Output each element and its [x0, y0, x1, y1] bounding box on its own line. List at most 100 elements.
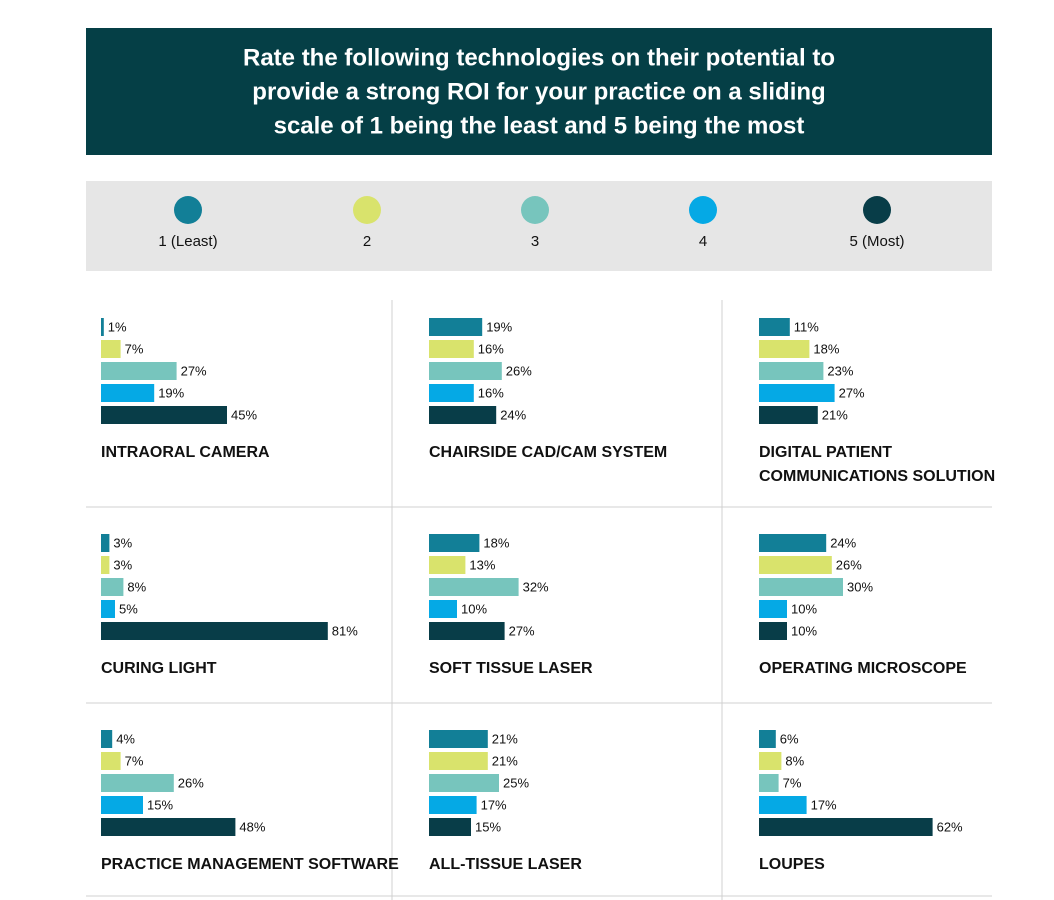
value-label: 3%	[113, 535, 132, 550]
value-label: 10%	[461, 601, 487, 616]
bar	[429, 406, 497, 424]
value-label: 26%	[178, 775, 204, 790]
value-label: 17%	[811, 797, 837, 812]
value-label: 18%	[483, 535, 509, 550]
bar	[759, 730, 776, 748]
bar	[759, 818, 933, 836]
value-label: 27%	[509, 623, 535, 638]
bar	[759, 578, 843, 596]
value-label: 21%	[492, 753, 518, 768]
bar	[429, 752, 488, 770]
header-title: Rate the following technologies on their…	[243, 44, 835, 71]
value-label: 6%	[780, 731, 799, 746]
legend-label: 5 (Most)	[849, 233, 904, 250]
value-label: 62%	[937, 819, 963, 834]
bar	[759, 556, 832, 574]
value-label: 26%	[836, 557, 862, 572]
bar	[759, 534, 827, 552]
legend-swatch	[353, 196, 381, 224]
value-label: 4%	[116, 731, 135, 746]
value-label: 27%	[181, 363, 207, 378]
value-label: 48%	[239, 819, 265, 834]
value-label: 30%	[847, 579, 873, 594]
panel-title: PRACTICE MANAGEMENT SOFTWARE	[101, 856, 399, 873]
bar	[101, 622, 328, 640]
value-label: 19%	[486, 319, 512, 334]
panel-title: ALL-TISSUE LASER	[429, 856, 582, 873]
value-label: 25%	[503, 775, 529, 790]
bar	[429, 818, 471, 836]
bar	[759, 622, 787, 640]
value-label: 13%	[469, 557, 495, 572]
bar	[429, 362, 502, 380]
value-label: 15%	[147, 797, 173, 812]
bar	[429, 578, 519, 596]
value-label: 18%	[813, 341, 839, 356]
bar	[101, 556, 110, 574]
bar	[759, 340, 810, 358]
bar	[759, 752, 782, 770]
legend-swatch	[174, 196, 202, 224]
value-label: 19%	[158, 385, 184, 400]
bar	[429, 774, 499, 792]
legend-band	[86, 181, 992, 271]
bar	[101, 578, 124, 596]
bar	[759, 384, 835, 402]
bar	[759, 600, 787, 618]
value-label: 32%	[523, 579, 549, 594]
legend-label: 4	[699, 233, 707, 250]
bar	[429, 384, 474, 402]
value-label: 81%	[332, 623, 358, 638]
bar	[429, 534, 480, 552]
panel-title: CURING LIGHT	[101, 660, 217, 677]
bar	[759, 796, 807, 814]
value-label: 11%	[794, 319, 819, 334]
bar	[429, 556, 466, 574]
header-title: scale of 1 being the least and 5 being t…	[274, 112, 805, 139]
bar	[101, 318, 104, 336]
bar	[101, 796, 143, 814]
bar	[101, 406, 227, 424]
legend-label: 2	[363, 233, 371, 250]
value-label: 10%	[791, 601, 817, 616]
legend-label: 3	[531, 233, 539, 250]
bar	[429, 622, 505, 640]
bar	[429, 730, 488, 748]
bar	[101, 384, 155, 402]
value-label: 10%	[791, 623, 817, 638]
panel-title: DIGITAL PATIENT	[759, 444, 892, 461]
bar	[429, 796, 477, 814]
value-label: 27%	[839, 385, 865, 400]
bar	[101, 340, 121, 358]
value-label: 16%	[478, 385, 504, 400]
value-label: 21%	[822, 407, 848, 422]
value-label: 5%	[119, 601, 138, 616]
value-label: 17%	[481, 797, 507, 812]
legend-swatch	[689, 196, 717, 224]
panel-title: COMMUNICATIONS SOLUTION	[759, 468, 995, 485]
value-label: 8%	[127, 579, 146, 594]
value-label: 16%	[478, 341, 504, 356]
header-band	[86, 28, 992, 155]
value-label: 21%	[492, 731, 518, 746]
bar	[759, 362, 824, 380]
bar	[429, 318, 483, 336]
bar	[429, 340, 474, 358]
bar	[759, 774, 779, 792]
value-label: 45%	[231, 407, 257, 422]
bar	[759, 406, 818, 424]
value-label: 8%	[785, 753, 804, 768]
legend-label: 1 (Least)	[158, 233, 217, 250]
panel-title: SOFT TISSUE LASER	[429, 660, 593, 677]
bar	[759, 318, 790, 336]
value-label: 26%	[506, 363, 532, 378]
value-label: 15%	[475, 819, 501, 834]
bar	[101, 534, 110, 552]
bar	[101, 752, 121, 770]
value-label: 7%	[125, 341, 144, 356]
bar	[101, 600, 115, 618]
value-label: 3%	[113, 557, 132, 572]
bar	[429, 600, 457, 618]
panel-title: CHAIRSIDE CAD/CAM SYSTEM	[429, 444, 667, 461]
